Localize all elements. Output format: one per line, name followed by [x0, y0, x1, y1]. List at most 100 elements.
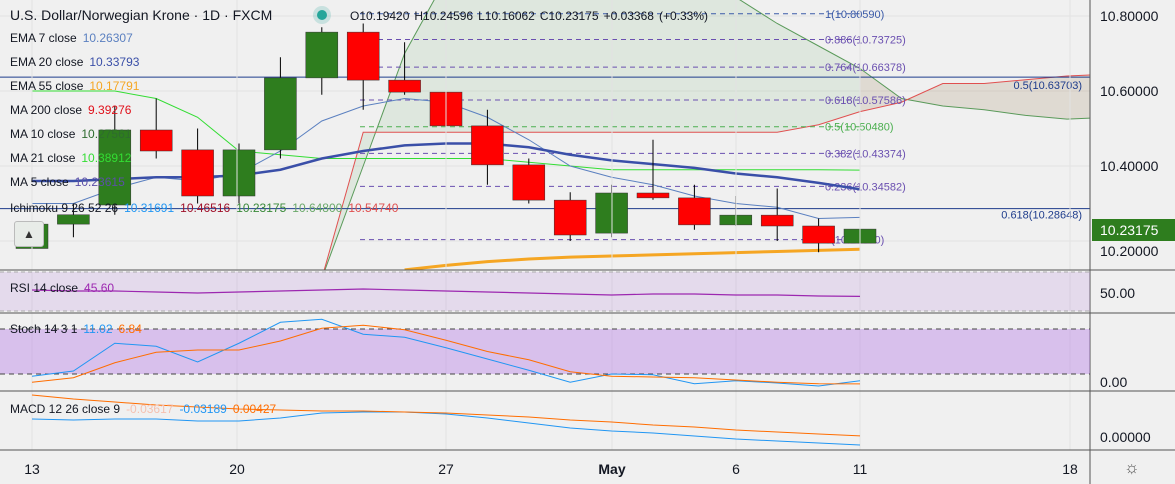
candle-body: [346, 31, 380, 81]
rsi-line: [31, 288, 861, 297]
time-label: 13: [24, 461, 40, 477]
candle-body: [222, 149, 256, 197]
interval: 1D: [202, 7, 221, 23]
stoch-label: Stoch 14 3 1: [10, 322, 78, 336]
ichimoku-value: 10.23175: [236, 201, 287, 215]
price-label: 10.80000: [1100, 8, 1159, 24]
macd-signal-value: 0.00427: [232, 402, 277, 416]
settings-gear-icon[interactable]: ☼: [1124, 458, 1140, 477]
ichimoku-legend: Ichimoku 9 26 52 26 10.31691 10.46516 10.23…: [10, 201, 404, 215]
stoch-band: [0, 329, 1090, 374]
indicator-legend: MA 5 close 10.23615: [10, 175, 131, 189]
indicator-label: EMA 20 close: [10, 55, 84, 69]
rsi-band: [0, 272, 1090, 311]
fib-level-label: 1(10.80590): [825, 9, 884, 21]
open-value: O10.19420: [350, 9, 410, 23]
low-value: L10.16062: [478, 9, 535, 23]
indicator-legend: MA 21 close 10.38912: [10, 151, 137, 165]
fib-level-label: 0.5(10.50480): [825, 122, 894, 134]
candle-body: [264, 77, 297, 151]
macd-label: MACD 12 26 close 9: [10, 402, 121, 416]
indicator-value: 10.33793: [89, 55, 140, 69]
time-label: 18: [1062, 461, 1078, 477]
price-label: 10.40000: [1100, 158, 1159, 174]
candle-body: [181, 149, 214, 197]
fib-level-label: 0.764(10.66378): [825, 62, 906, 74]
ichimoku-value: 10.46516: [180, 201, 231, 215]
collapse-legend-button[interactable]: ▲: [14, 221, 44, 247]
change-value: +0.03368: [603, 9, 654, 23]
macd-value: -0.03189: [179, 402, 227, 416]
ohlc-readout: O10.19420 H10.24596 L10.16062 C10.23175 +0.0…: [350, 9, 713, 23]
high-value: H10.24596: [414, 9, 474, 23]
ichimoku-value: 10.54740: [348, 201, 399, 215]
indicator-label: MA 21 close: [10, 151, 76, 165]
ichimoku-label: Ichimoku 9 26 52 26: [10, 201, 119, 215]
indicator-label: MA 5 close: [10, 175, 69, 189]
macd-signal-line: [31, 394, 861, 437]
candle-body: [305, 31, 339, 79]
horizontal-line-label: 0.618(10.28648): [1001, 210, 1082, 222]
current-price-badge: 10.23175: [1092, 219, 1175, 241]
macd-legend: MACD 12 26 close 9 -0.03617 -0.03189 0.0042…: [10, 402, 282, 416]
horizontal-line-label: 0.5(10.63703): [1014, 80, 1083, 92]
candle-body: [57, 214, 90, 225]
indicator-label: EMA 55 close: [10, 79, 84, 93]
candle-body: [388, 79, 421, 93]
time-label: 6: [732, 461, 740, 477]
candle-body: [678, 197, 711, 226]
rsi-label: RSI 14 close: [10, 281, 79, 295]
ichimoku-cloud-bearish: [860, 68, 1090, 120]
indicator-value: 10.26307: [82, 31, 133, 45]
main-pane: 1(10.80590) 0.886(10.73725) 0.764(10.66378…: [0, 0, 1090, 270]
indicator-value: 10.17791: [89, 79, 140, 93]
indicator-value: 9.39276: [88, 103, 132, 117]
indicator-legend: MA 200 close 9.39276: [10, 103, 137, 117]
stoch-d-line: [31, 324, 861, 385]
candle-body: [139, 129, 173, 152]
indicator-label: MA 10 close: [10, 127, 76, 141]
candle-body: [512, 164, 546, 201]
time-label: 11: [852, 461, 868, 477]
candle-body: [98, 129, 132, 206]
macd-axis-label: 0.00000: [1100, 429, 1151, 445]
stoch-d-value: 6.84: [118, 322, 142, 336]
candle-body: [802, 225, 835, 244]
exchange: FXCM: [232, 7, 273, 23]
ichimoku-value: 10.64800: [292, 201, 343, 215]
indicator-value: 10.27561: [81, 127, 132, 141]
candle-body: [636, 192, 670, 199]
stoch-legend: Stoch 14 3 1 11.02 6.84: [10, 322, 148, 336]
indicator-legend: EMA 55 close 10.17791: [10, 79, 145, 93]
symbol-name: U.S. Dollar/Norwegian Krone: [10, 7, 190, 23]
rsi-value: 45.60: [84, 281, 115, 295]
price-label: 10.20000: [1100, 243, 1159, 259]
ichimoku-value: 10.31691: [124, 201, 175, 215]
fib-level-label: 0.236(10.34582): [825, 181, 906, 193]
ichimoku-span-a: [324, 0, 1090, 270]
time-label: 27: [438, 461, 454, 477]
indicator-legend: MA 10 close 10.27561: [10, 127, 137, 141]
candle-body: [471, 125, 504, 166]
chevron-up-icon: ▲: [23, 227, 35, 241]
stoch-k-value: 11.02: [83, 322, 113, 336]
price-label: 10.60000: [1100, 83, 1159, 99]
stoch-axis-label: 0.00: [1100, 374, 1128, 390]
macd-line: [31, 411, 861, 446]
indicator-value: 10.38912: [81, 151, 132, 165]
rsi-axis-label: 50.00: [1100, 285, 1136, 301]
indicator-label: MA 200 close: [10, 103, 83, 117]
close-value: C10.23175: [539, 9, 599, 23]
indicator-legend: EMA 20 close 10.33793: [10, 55, 145, 69]
fib-level-label: 0.618(10.57586): [825, 95, 906, 107]
market-status-dot[interactable]: [317, 10, 327, 20]
time-label: 20: [229, 461, 245, 477]
fib-level-label: 0.886(10.73725): [825, 35, 906, 47]
change-percent: (+0.33%): [658, 9, 708, 23]
indicator-legend: EMA 7 close 10.26307: [10, 31, 139, 45]
candle-body: [760, 214, 794, 227]
indicator-label: EMA 7 close: [10, 31, 77, 45]
macd-hist-value: -0.03617: [126, 402, 174, 416]
symbol-title: U.S. Dollar/Norwegian Krone · 1D · FXCM: [10, 7, 273, 23]
